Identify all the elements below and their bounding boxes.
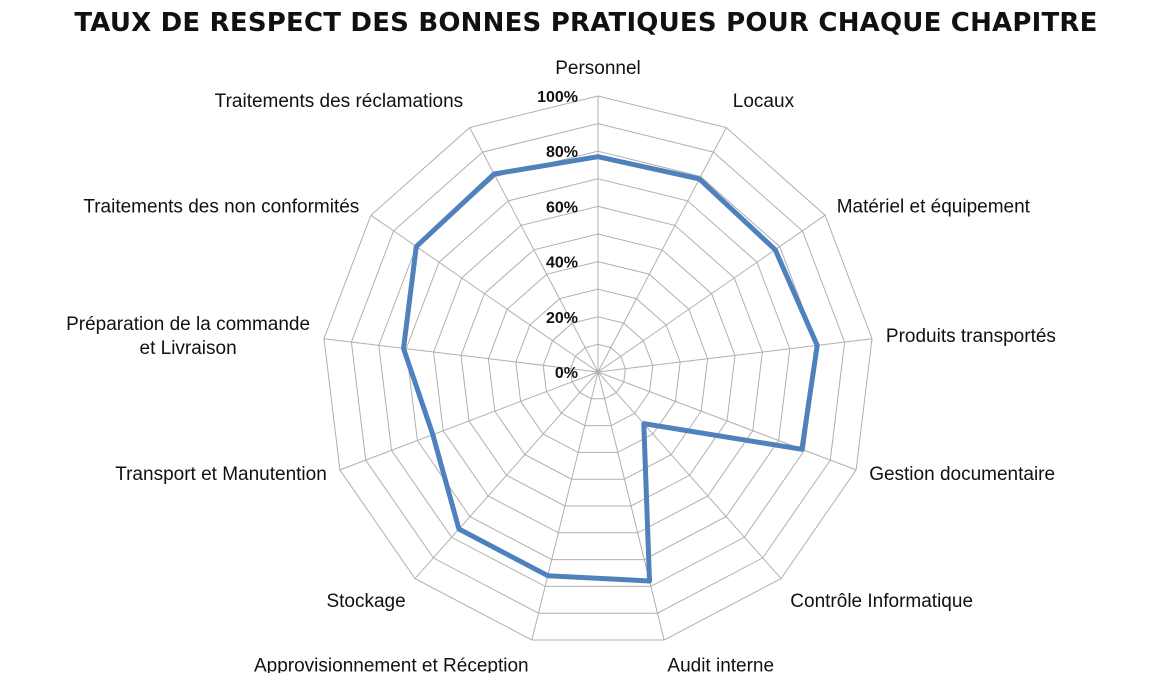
- grid-ring: [378, 150, 818, 587]
- grid-ring: [542, 316, 654, 427]
- spoke-line: [597, 214, 826, 373]
- category-label: Matériel et équipement: [837, 196, 1031, 217]
- category-label: Contrôle Informatique: [790, 591, 973, 612]
- spoke-line: [339, 371, 599, 471]
- category-label: Stockage: [326, 591, 405, 612]
- grid-ring: [487, 261, 709, 480]
- spoke-line: [597, 371, 857, 471]
- spoke-line: [414, 371, 599, 579]
- category-label: Gestion documentaire: [869, 464, 1055, 485]
- spoke-line: [370, 214, 599, 373]
- tick-label: 60%: [546, 199, 578, 216]
- grid-ring: [460, 233, 736, 507]
- category-label: Produits transportés: [886, 326, 1056, 347]
- spoke-line: [597, 371, 665, 641]
- spoke-line: [597, 338, 873, 373]
- category-label: Transport et Manutention: [115, 464, 327, 485]
- tick-label: 20%: [546, 310, 578, 327]
- category-label: Audit interne: [667, 656, 774, 673]
- category-label: Préparation de la commande et Livraison: [66, 314, 310, 359]
- grid-ring: [350, 123, 846, 614]
- category-label: Personnel: [555, 58, 641, 79]
- category-label: Traitements des non conformités: [83, 196, 359, 217]
- category-labels: Personnel Locaux Matériel et équipement Pro…: [66, 58, 1056, 673]
- tick-label: 80%: [546, 144, 578, 161]
- radar-spokes: [323, 96, 873, 641]
- tick-label: 40%: [546, 255, 578, 272]
- spoke-line: [531, 371, 599, 641]
- grid-ring: [405, 178, 791, 561]
- spoke-line: [469, 127, 599, 373]
- category-label: Traitements des réclamations: [215, 91, 464, 112]
- grid-ring: [570, 343, 626, 400]
- grid-ring: [433, 205, 763, 534]
- category-label: Approvisionnement et Réception: [254, 656, 529, 673]
- series-line: [401, 154, 820, 584]
- spoke-line: [597, 127, 727, 373]
- spoke-line: [323, 338, 599, 373]
- radial-tick-labels: 0% 20% 40% 60% 80% 100%: [537, 89, 578, 382]
- chart-title: TAUX DE RESPECT DES BONNES PRATIQUES POU…: [74, 8, 1098, 38]
- tick-label: 0%: [555, 365, 578, 382]
- tick-label: 100%: [537, 89, 578, 106]
- grid-ring: [515, 288, 681, 453]
- radar-grid: [323, 95, 873, 641]
- category-label: Locaux: [733, 91, 795, 112]
- spoke-line: [597, 371, 782, 579]
- radar-series: [401, 154, 820, 584]
- grid-ring: [323, 95, 873, 641]
